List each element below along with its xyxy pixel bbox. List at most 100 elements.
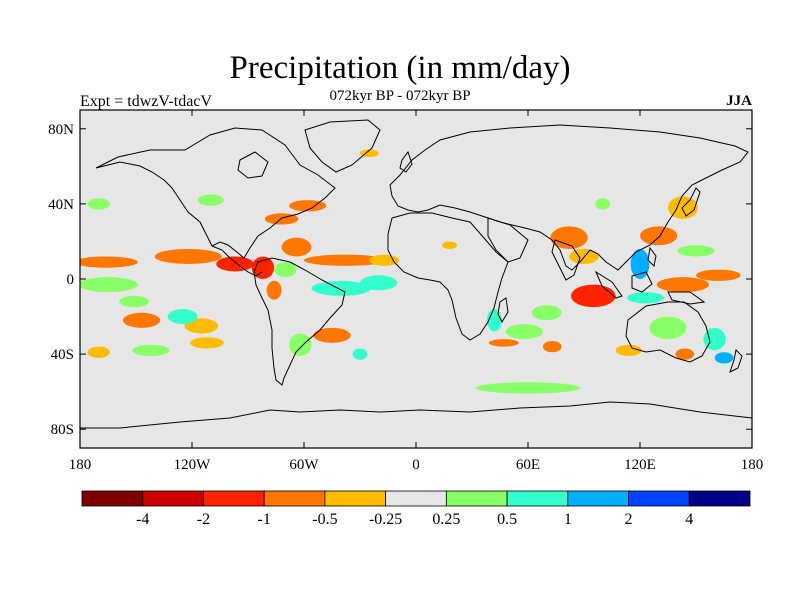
precip-anomaly-region xyxy=(311,280,372,296)
colorbar-swatch xyxy=(81,490,144,507)
colorbar-swatch xyxy=(688,490,751,507)
precip-anomaly-region xyxy=(274,262,297,278)
colorbar-label: -4 xyxy=(136,511,149,528)
precip-anomaly-region xyxy=(167,309,198,325)
precip-anomaly-region xyxy=(216,256,254,272)
coastline-south-america xyxy=(253,257,346,386)
precip-anomaly-region xyxy=(488,339,519,347)
colorbar-swatch xyxy=(628,490,690,507)
precip-anomaly-region xyxy=(531,305,562,321)
precip-anomaly-region xyxy=(289,333,312,356)
coastline-madagascar xyxy=(497,297,509,324)
colorbar-label: -0.25 xyxy=(369,511,402,528)
colorbar-swatch xyxy=(567,490,629,507)
coastline-new-zealand xyxy=(729,348,743,373)
precip-anomaly-region xyxy=(80,256,138,268)
precip-anomaly-region xyxy=(80,277,138,293)
precip-anomaly-region xyxy=(714,352,734,364)
precip-anomaly-region xyxy=(649,316,687,340)
precip-anomaly-region xyxy=(475,382,581,394)
x-tick-label: 60W xyxy=(289,457,319,473)
coastline-antarctica xyxy=(80,401,752,429)
colorbar-swatch xyxy=(445,490,508,507)
colorbar-label: -1 xyxy=(258,511,271,528)
coastline-arabia xyxy=(487,217,529,263)
precip-anomaly-region xyxy=(550,226,588,249)
precip-anomaly-region xyxy=(266,280,282,300)
colorbar-swatch xyxy=(506,490,569,507)
x-tick-label: 180 xyxy=(69,457,92,473)
coastline-hudson-bay xyxy=(237,151,269,179)
colorbar-swatch xyxy=(385,490,447,507)
colorbar-swatch xyxy=(142,490,204,507)
precip-anomaly-region xyxy=(615,344,642,356)
experiment-label: Expt = tdwzV-tdacV xyxy=(80,93,212,110)
precip-anomaly-region xyxy=(696,269,741,281)
colorbar-label: 0.5 xyxy=(497,511,517,528)
colorbar-label: 1 xyxy=(564,511,572,528)
precip-anomaly-region xyxy=(132,344,170,356)
colorbar-label: 2 xyxy=(625,511,633,528)
chart-title: Precipitation (in mm/day) xyxy=(229,50,571,86)
precip-anomaly-region xyxy=(251,256,275,279)
precip-anomaly-region xyxy=(630,248,650,279)
precip-anomaly-region xyxy=(154,248,222,264)
chart-subtitle: 072kyr BP - 072kyr BP xyxy=(329,88,471,104)
colorbar-label: -0.5 xyxy=(312,511,337,528)
precip-anomaly-region xyxy=(190,337,224,349)
precip-anomaly-region xyxy=(542,340,562,353)
precip-anomaly-region xyxy=(122,312,161,328)
x-tick-label: 0 xyxy=(412,457,420,473)
precip-anomaly-region xyxy=(313,327,351,343)
x-tick-label: 120E xyxy=(624,457,656,473)
season-label: JJA xyxy=(726,93,752,109)
y-tick-label: 40N xyxy=(48,197,74,213)
coastline-north-america xyxy=(95,127,336,259)
colorbar-label: 4 xyxy=(685,511,693,528)
precip-anomaly-region xyxy=(87,346,110,358)
precip-anomaly-region xyxy=(656,277,710,293)
coastline-philippines xyxy=(647,246,657,268)
precip-anomaly-region xyxy=(626,292,665,304)
y-tick-label: 80S xyxy=(51,422,74,438)
map-background xyxy=(80,110,752,448)
precip-anomaly-region xyxy=(640,226,678,246)
coastline-new-guinea xyxy=(667,291,706,305)
x-tick-label: 120W xyxy=(174,457,212,473)
precip-anomaly-region xyxy=(677,245,715,257)
coastline-sumatra xyxy=(594,270,623,299)
y-tick-label: 0 xyxy=(67,272,75,288)
precip-anomaly-region xyxy=(197,194,224,206)
colorbar-swatch xyxy=(263,490,326,507)
precip-anomaly-region xyxy=(352,348,368,360)
colorbar-swatch xyxy=(324,490,387,507)
x-tick-label: 180 xyxy=(741,457,764,473)
coastline-india xyxy=(551,239,581,281)
precip-anomaly-region xyxy=(119,295,150,308)
coastline-africa xyxy=(387,212,509,341)
precip-anomaly-region xyxy=(184,318,219,334)
x-tick-label: 60E xyxy=(516,457,540,473)
coastline-japan xyxy=(681,187,701,217)
colorbar-label: -2 xyxy=(197,511,210,528)
coastline-australia xyxy=(625,301,711,363)
precip-anomaly-region xyxy=(87,198,110,210)
colorbar-label: 0.25 xyxy=(432,511,460,528)
precip-anomaly-region xyxy=(703,327,726,351)
coastline-greenland xyxy=(304,119,381,173)
coastline-central-america xyxy=(211,245,263,277)
precip-anomaly-region xyxy=(675,348,695,360)
precip-anomaly-region xyxy=(360,275,398,291)
precip-anomaly-region xyxy=(304,254,387,266)
precip-anomaly-region xyxy=(442,241,458,249)
precip-anomaly-region xyxy=(360,149,379,157)
colorbar-swatch xyxy=(203,490,265,507)
precip-anomaly-region xyxy=(369,254,400,266)
precip-anomaly-region xyxy=(505,324,543,340)
precip-anomaly-region xyxy=(570,284,616,308)
y-tick-label: 40S xyxy=(51,347,74,363)
precip-anomaly-region xyxy=(595,198,611,210)
precip-anomaly-region xyxy=(289,200,327,212)
y-tick-label: 80N xyxy=(48,122,74,138)
